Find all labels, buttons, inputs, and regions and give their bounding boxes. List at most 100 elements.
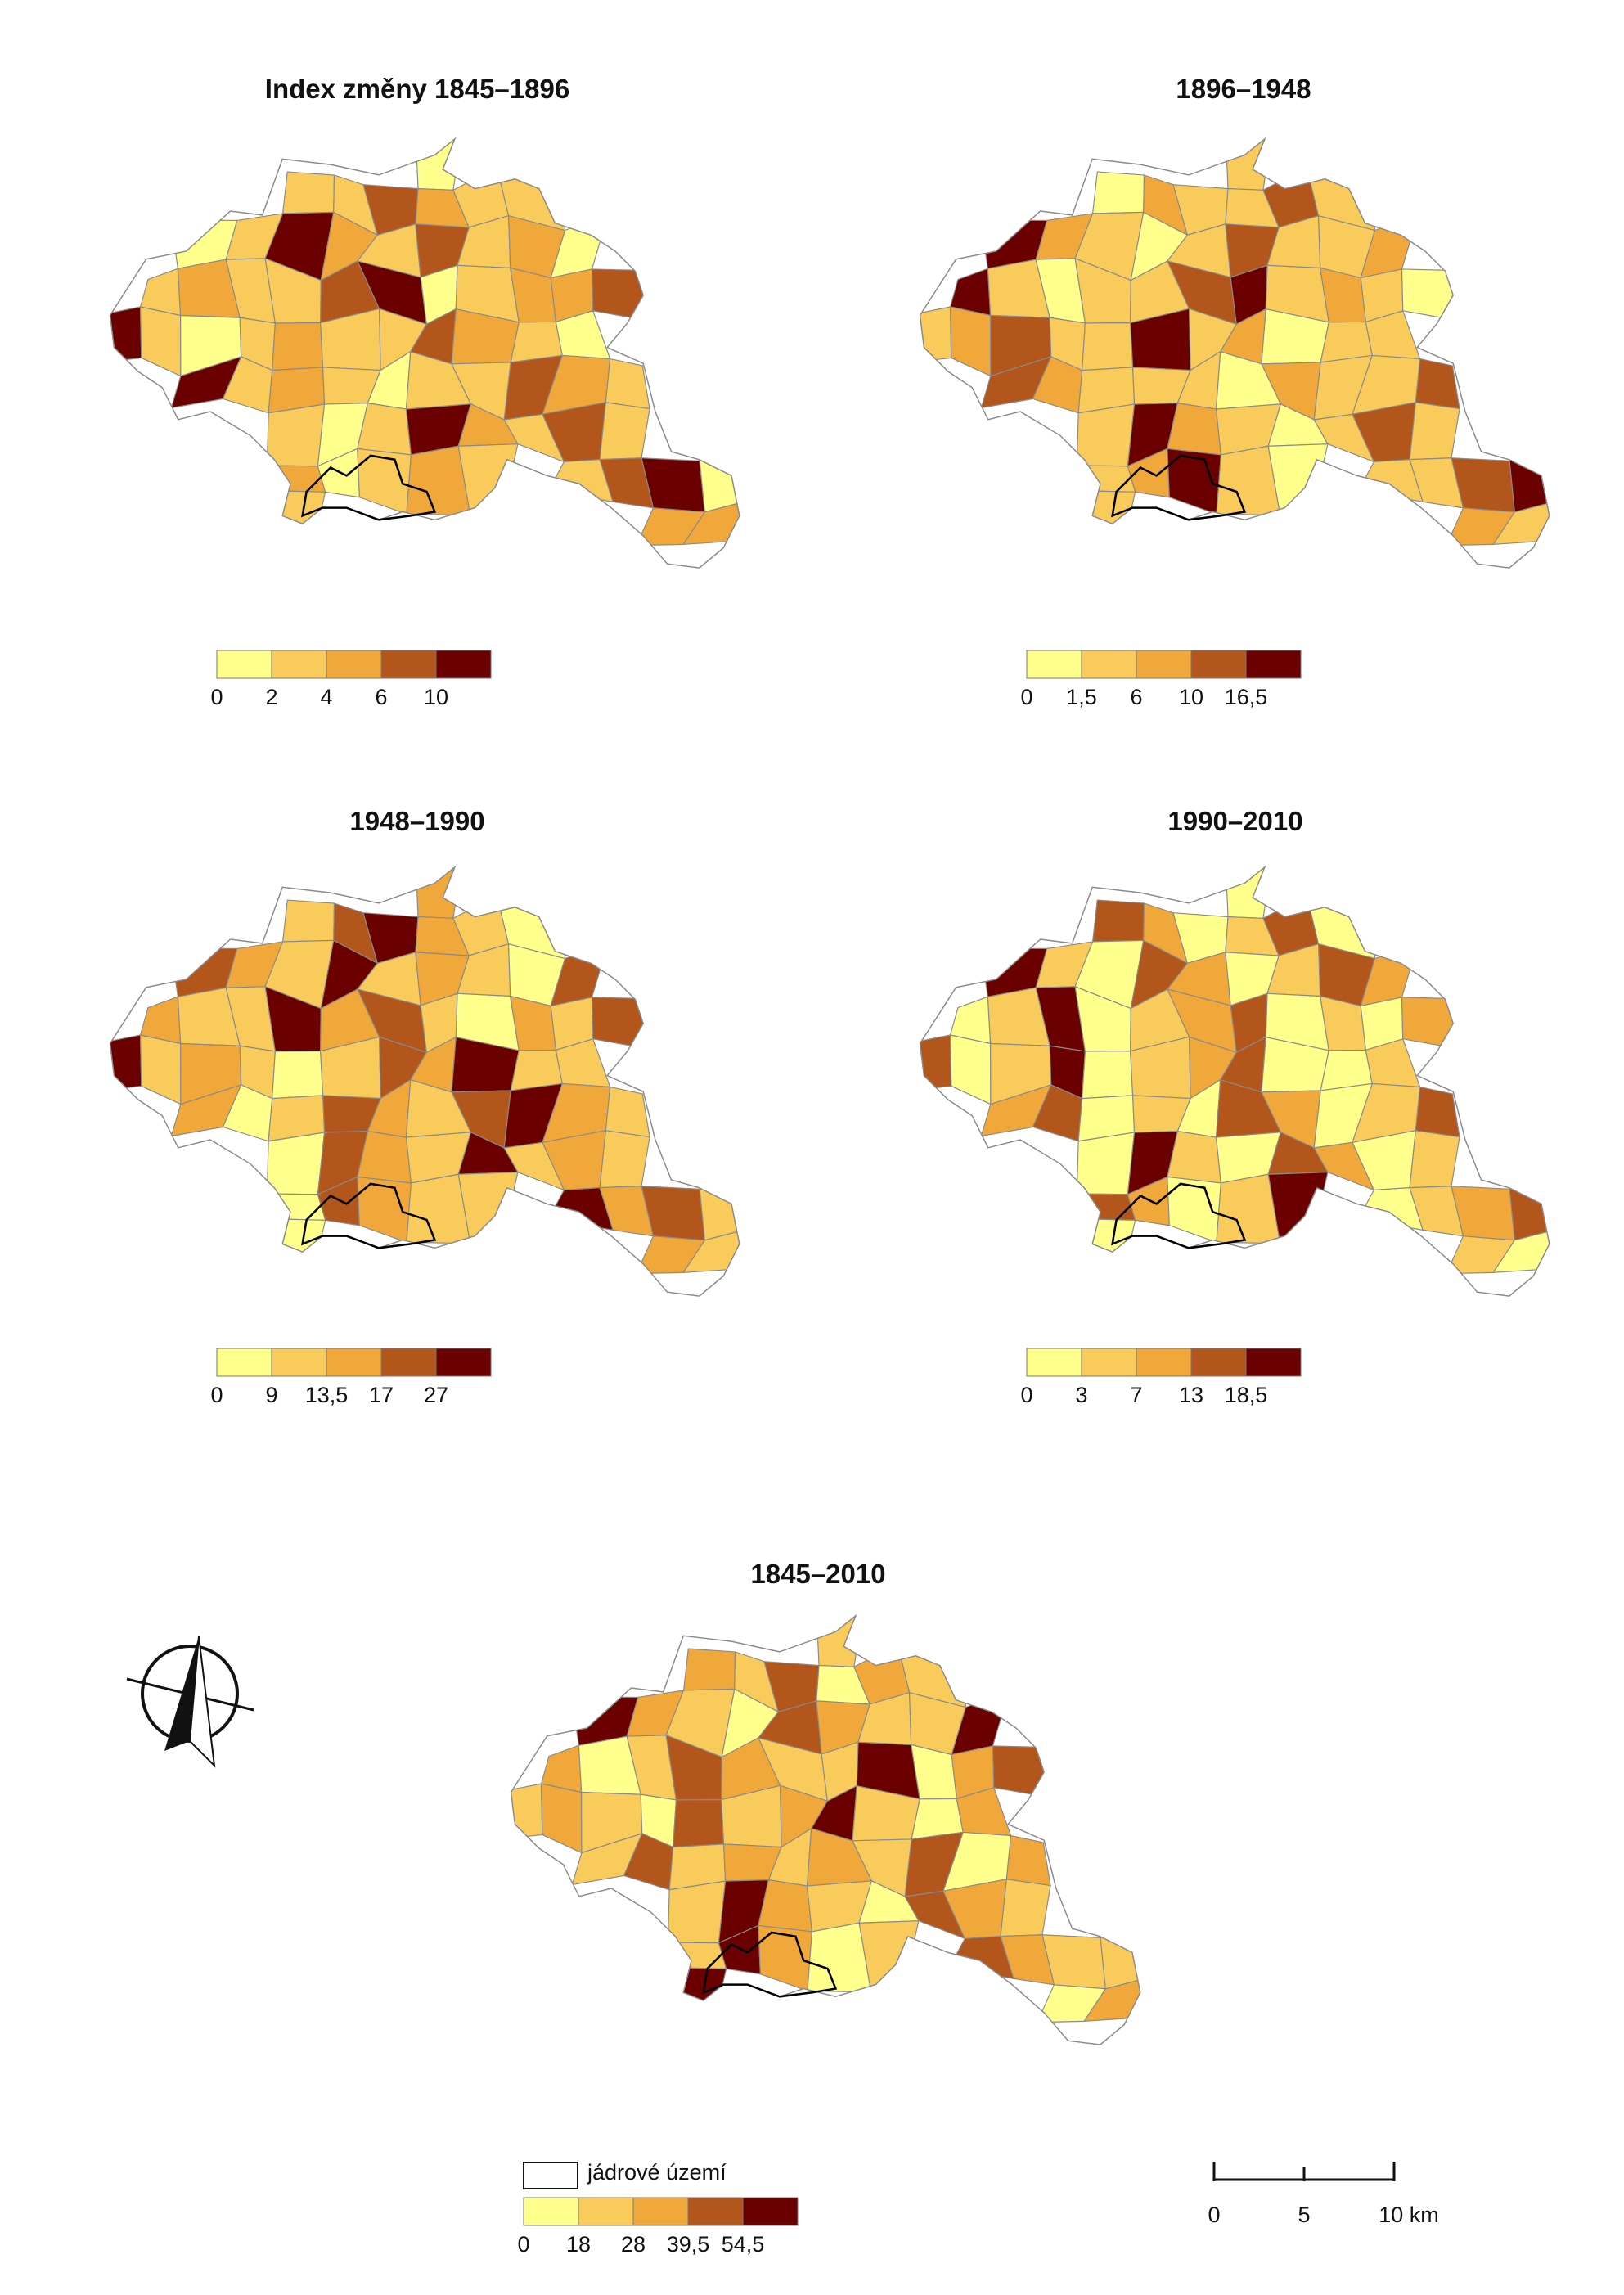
legend-swatch [632,2197,689,2226]
municipality-area [1091,899,1145,943]
scale-label-5: 5 [1298,2203,1311,2227]
legend-tick-label: 28 [620,2232,646,2257]
legend-tick-label: 0 [517,2232,530,2257]
scale-bar [1212,2162,1396,2181]
legend-swatch [523,2197,579,2226]
legend-swatch [1245,650,1302,679]
scale-label-10-km: 10 km [1379,2203,1439,2227]
legend-tick-label: 17 [368,1383,394,1407]
municipality-area [265,1193,326,1221]
municipality-area [1401,268,1457,322]
legend-tick-label: 13 [1178,1383,1204,1407]
map-title-1990-2010: 1990–2010 [1167,806,1303,836]
municipality-area [265,465,326,493]
municipality-area [1075,1218,1136,1272]
municipality-area [1075,1193,1136,1221]
legend-swatch [1190,1348,1247,1377]
municipality-area [511,1783,543,1841]
municipality-area [605,1086,650,1138]
core-area-label: jádrové území [587,2160,727,2185]
legend-tick-label: 10 [423,685,449,709]
legend-swatch [380,1348,437,1377]
core-area-legend-swatch [523,2162,578,2189]
municipality-area [266,403,326,467]
legend-swatch [1081,1348,1137,1377]
legend-tick-label: 6 [375,685,388,709]
municipality-area [949,306,992,377]
municipality-area [1409,402,1460,461]
municipality-area [1167,402,1222,456]
municipality-area [1075,465,1136,493]
north-arrow-icon [126,1636,254,1768]
legend-swatch [1081,650,1137,679]
municipality-area [1005,1834,1051,1887]
map-map-1845-2010 [510,1613,1141,2045]
municipality-area [1509,1180,1550,1241]
municipality-area [992,1745,1048,1798]
legend-swatch [742,2197,799,2226]
core-area-outline [1111,1182,1247,1249]
map-map-1948-1990 [109,865,740,1297]
municipality-area [1076,403,1136,467]
legend-tick-label: 13,5 [304,1383,349,1407]
municipality-area [357,402,412,456]
municipality-area [1167,1130,1222,1184]
legend-tick-label: 7 [1130,1383,1143,1407]
core-area-outline [1111,454,1247,521]
legend-map-1845-1896 [216,650,492,679]
municipality-area [1401,997,1457,1050]
legend-tick-label: 10 [1178,685,1204,709]
legend-swatch [326,650,382,679]
legend-swatch [326,1348,382,1377]
legend-tick-label: 54,5 [721,2232,765,2257]
municipality-area [599,1130,650,1189]
municipality-area [920,1034,952,1092]
municipality-area [110,1034,142,1092]
municipality-area [1082,1051,1134,1100]
municipality-area [266,1132,326,1195]
study-area-outline [510,1613,1141,2045]
legend-swatch [1136,650,1192,679]
municipality-area [139,306,182,377]
legend-swatch [1190,650,1247,679]
municipality-area [699,452,740,513]
municipality-area [281,899,335,943]
municipality-area [281,171,335,214]
municipality-area [591,268,647,322]
municipality-area [272,322,324,371]
legend-map-1948-1990 [216,1348,492,1377]
legend-map-1990-2010 [1026,1348,1302,1377]
legend-swatch [216,1348,272,1377]
legend-tick-label: 27 [423,1383,449,1407]
legend-swatch [216,650,272,679]
municipality-area [357,1130,412,1184]
legend-tick-label: 4 [320,685,333,709]
municipality-area [1082,322,1134,371]
municipality-area [920,306,952,364]
scale-label-0: 0 [1208,2203,1221,2227]
municipality-area [699,1180,740,1241]
legend-map-1845-2010 [523,2197,799,2226]
municipality-area [758,1879,813,1933]
municipality-area [1509,452,1550,513]
municipality-area [1415,358,1460,410]
municipality-area [110,306,142,364]
municipality-area [667,1880,727,1944]
municipality-area [272,1051,324,1100]
map-map-1845-1896 [109,137,740,569]
municipality-area [1076,1132,1136,1195]
municipality-area [673,1799,725,1848]
study-area-outline [919,865,1550,1297]
municipality-area [540,1783,583,1854]
municipality-area [265,490,326,544]
study-area-outline [109,137,740,569]
legend-tick-label: 6 [1130,685,1143,709]
legend-swatch [1026,650,1082,679]
legend-tick-label: 0 [210,685,223,709]
legend-tick-label: 18 [565,2232,592,2257]
municipality-area [1000,1879,1051,1937]
map-title-1845-2010: 1845–2010 [750,1559,886,1589]
municipality-area [1075,490,1136,544]
legend-tick-label: 3 [1075,1383,1088,1407]
legend-tick-label: 39,5 [666,2232,710,2257]
